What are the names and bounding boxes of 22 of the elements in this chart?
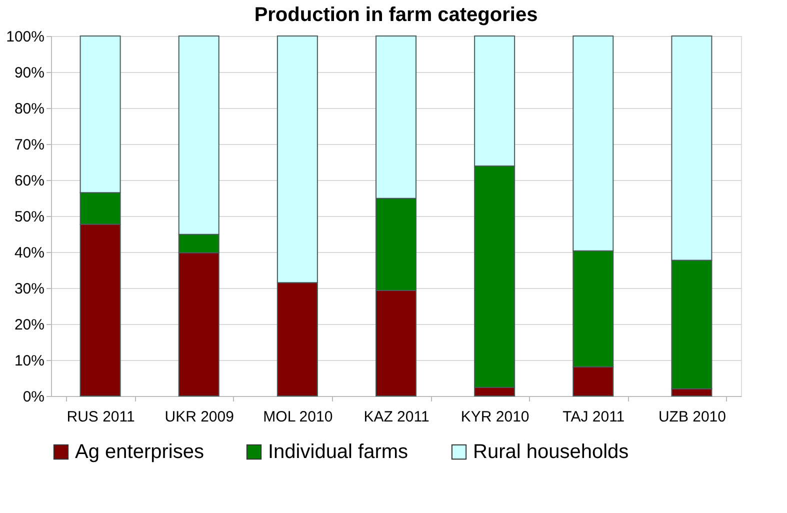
legend-label: Individual farms [268,441,408,463]
legend-label: Rural households [473,441,629,463]
y-tick-label: 60% [14,172,44,190]
x-tick-label: MOL 2010 [263,408,333,426]
x-tick-label: KYR 2010 [460,408,530,426]
y-tick-label: 20% [14,316,44,334]
y-tick-label: 30% [14,280,44,298]
y-tick-label: 100% [6,28,44,46]
chart-title: Production in farm categories [254,4,538,26]
x-tick-label: TAJ 2011 [562,408,625,426]
legend-label: Ag enterprises [75,441,204,463]
y-tick-label: 80% [14,100,44,118]
y-tick-label: 70% [14,136,44,154]
x-tick-label: KAZ 2011 [364,408,430,426]
x-tick-label: UKR 2009 [164,408,234,426]
y-tick-label: 40% [14,244,44,262]
y-tick-label: 50% [14,208,44,226]
y-tick-label: 90% [14,64,44,82]
y-tick-label: 0% [22,388,44,406]
y-tick-label: 10% [14,352,44,370]
x-tick-label: RUS 2011 [66,408,135,426]
x-tick-label: UZB 2010 [658,408,726,426]
